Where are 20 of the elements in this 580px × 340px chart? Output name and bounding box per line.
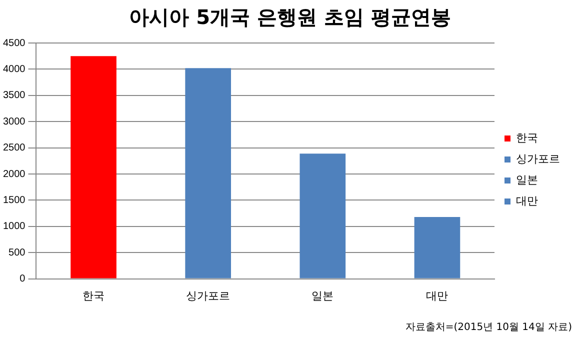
y-tick-label: 0	[20, 274, 26, 285]
y-tick-label: 2500	[2, 142, 26, 154]
y-tick-label: 2000	[2, 168, 26, 180]
chart-title: 아시아 5개국 은행원 초임 평균연봉	[128, 4, 452, 31]
y-tick-label: 4000	[2, 64, 26, 75]
y-tick-label: 1000	[2, 221, 26, 232]
x-tick-label: 대만	[426, 290, 448, 302]
x-tick-label: 한국	[82, 290, 105, 302]
y-tick-label: 500	[8, 247, 26, 258]
x-tick-label: 일본	[312, 290, 334, 302]
y-tick-label: 1500	[2, 194, 26, 206]
y-tick-label: 3000	[2, 116, 26, 128]
text: 자료출처=(2015년 10월 14일 자료)	[405, 321, 572, 334]
legend-label: 대만	[516, 196, 538, 208]
x-tick-label: 싱가포르	[186, 290, 230, 302]
y-tick-label: 3500	[2, 90, 26, 102]
legend-label: 일본	[516, 174, 538, 187]
legend-label: 한국	[516, 132, 538, 145]
y-tick-label: 4500	[2, 38, 26, 49]
legend-label: 싱가포르	[516, 154, 560, 166]
